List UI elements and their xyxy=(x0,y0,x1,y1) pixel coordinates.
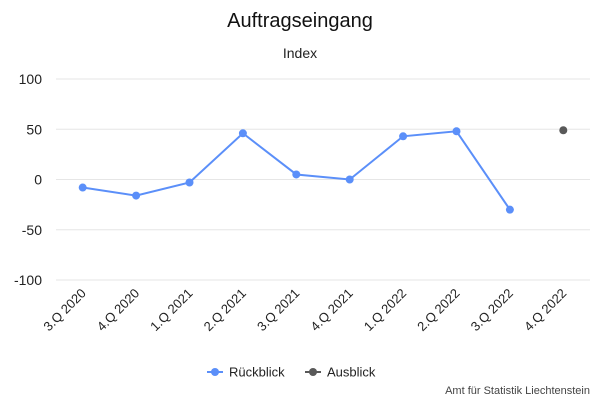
data-point[interactable] xyxy=(452,127,461,136)
x-tick-label: 2.Q 2021 xyxy=(201,286,249,334)
y-tick-label: 100 xyxy=(19,71,43,87)
series-layer xyxy=(78,126,568,214)
data-point[interactable] xyxy=(238,129,247,138)
y-axis-ticks: 100 50 0 -50 -100 xyxy=(14,71,42,288)
x-tick-label: 3.Q 2020 xyxy=(40,286,88,334)
data-point[interactable] xyxy=(559,126,568,135)
x-axis-ticks: 3.Q 2020 4.Q 2020 1.Q 2021 2.Q 2021 3.Q 2021… xyxy=(40,286,569,334)
grid-layer xyxy=(56,78,590,281)
x-tick-label: 3.Q 2022 xyxy=(468,286,516,334)
legend-swatch-marker xyxy=(211,368,219,376)
y-tick-label: -50 xyxy=(22,222,42,238)
legend-swatch-marker xyxy=(309,368,317,376)
x-tick-label: 4.Q 2022 xyxy=(521,286,569,334)
chart-title: Auftragseingang xyxy=(227,10,373,32)
legend: Rückblick Ausblick xyxy=(207,365,376,380)
y-tick-label: -100 xyxy=(14,272,42,288)
data-point[interactable] xyxy=(78,183,87,192)
x-tick-label: 4.Q 2020 xyxy=(94,286,142,334)
data-point[interactable] xyxy=(505,205,514,214)
x-tick-label: 1.Q 2021 xyxy=(147,286,195,334)
data-point[interactable] xyxy=(132,191,141,200)
x-tick-label: 3.Q 2021 xyxy=(254,286,302,334)
data-point[interactable] xyxy=(399,132,408,141)
chart-subtitle: Index xyxy=(283,45,317,61)
x-tick-label: 1.Q 2022 xyxy=(361,286,409,334)
credit-text: Amt für Statistik Liechtenstein xyxy=(445,385,590,397)
x-tick-label: 4.Q 2021 xyxy=(307,286,355,334)
data-point[interactable] xyxy=(345,175,354,184)
y-tick-label: 50 xyxy=(26,121,42,137)
data-point[interactable] xyxy=(185,178,194,187)
legend-item-label[interactable]: Ausblick xyxy=(327,365,376,380)
series-line xyxy=(82,130,511,211)
legend-item-label[interactable]: Rückblick xyxy=(229,365,285,380)
data-point[interactable] xyxy=(292,170,301,179)
x-tick-label: 2.Q 2022 xyxy=(414,286,462,334)
y-tick-label: 0 xyxy=(34,172,42,188)
